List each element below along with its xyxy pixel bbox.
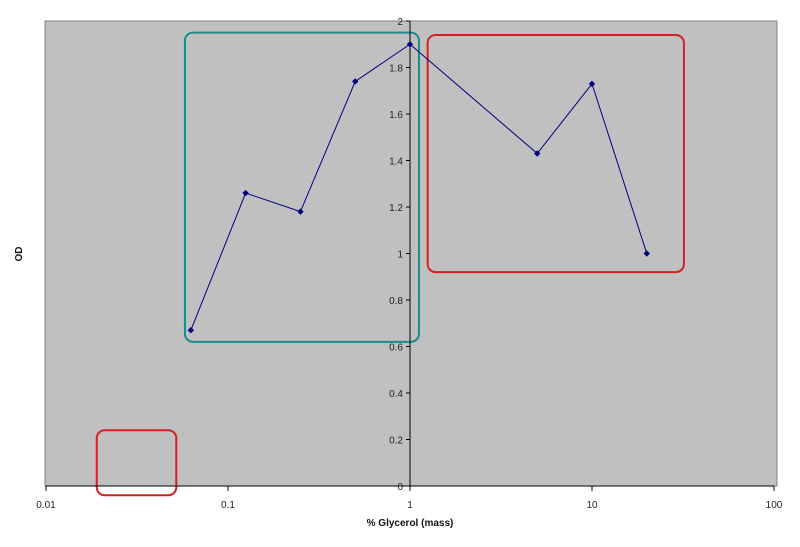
y-tick-label: 1.4 (389, 157, 403, 168)
plot-area (44, 20, 778, 487)
y-tick-label: 1 (397, 250, 403, 261)
data-point-marker (643, 250, 650, 257)
annotation-box (426, 33, 685, 274)
y-tick-label: 1.6 (389, 110, 403, 121)
data-point-marker (534, 150, 541, 157)
x-tick-label: 0.1 (221, 500, 235, 511)
y-tick-label: 2 (397, 17, 403, 28)
data-point-marker (588, 80, 596, 87)
x-tick-label: 0.01 (36, 500, 56, 511)
x-tick-label: 100 (766, 500, 783, 511)
annotation-box (183, 31, 420, 343)
data-series (187, 41, 650, 334)
axes: 0 0.2 0.4 0.6 0.8 1 1.2 1.4 1.6 1.8 2 0.01 0.1 1 10 100 (36, 17, 783, 511)
x-axis-title: % Glycerol (mass) (367, 518, 454, 529)
y-tick-label: 0.6 (389, 343, 403, 354)
y-tick-label: 1.8 (389, 64, 403, 75)
data-point-marker (242, 189, 249, 197)
y-tick-label: 1.2 (389, 203, 403, 214)
data-point-marker (297, 208, 304, 215)
annotation-boxes (95, 31, 685, 497)
x-tick-label: 1 (407, 500, 413, 511)
y-axis-title: OD (14, 247, 25, 262)
y-tick-label: 0 (397, 482, 403, 493)
series-line (190, 43, 648, 331)
x-tick-label: 10 (586, 500, 598, 511)
y-tick-label: 0.2 (389, 436, 403, 447)
data-point-marker (406, 41, 414, 48)
y-tick-label: 0.8 (389, 296, 403, 307)
data-point-marker (352, 78, 359, 85)
annotation-box (95, 429, 178, 497)
data-point-marker (187, 327, 195, 334)
y-tick-label: 0.4 (389, 389, 403, 400)
